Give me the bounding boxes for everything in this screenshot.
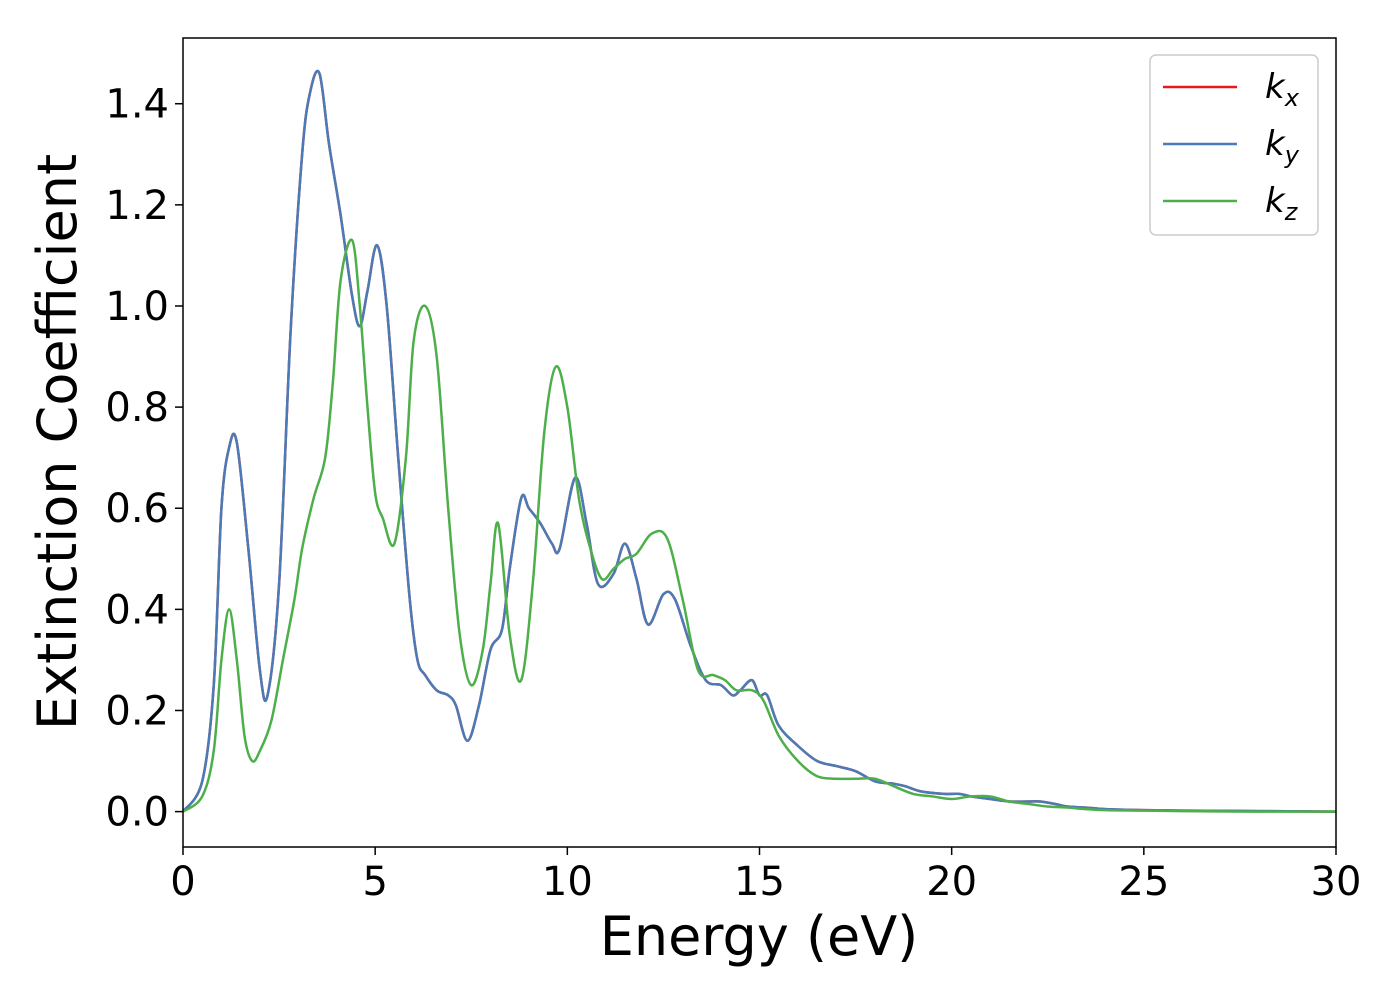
x-tick-label: 0 [170, 859, 195, 905]
x-tick-label: 15 [734, 859, 785, 905]
y-tick-label: 1.2 [105, 183, 169, 229]
x-tick-label: 10 [542, 859, 593, 905]
y-axis-label: Extinction Coefficient [26, 154, 89, 730]
y-tick-label: 0.4 [105, 587, 169, 633]
x-axis-label: Energy (eV) [600, 905, 919, 968]
x-tick-label: 20 [926, 859, 977, 905]
y-tick-label: 1.0 [105, 284, 169, 330]
y-tick-label: 0.2 [105, 688, 169, 734]
y-tick-label: 1.4 [105, 82, 169, 128]
series-line-z [183, 238, 1336, 813]
legend-label-x: kx [1265, 67, 1300, 112]
legend-label-z: kz [1265, 181, 1299, 226]
series-line-y [183, 69, 1336, 813]
legend-label-y: ky [1265, 124, 1300, 169]
x-tick-label: 30 [1311, 859, 1362, 905]
legend: kx ky kz [1149, 54, 1319, 236]
y-tick-label: 0.8 [105, 385, 169, 431]
y-tick-label: 0.6 [105, 486, 169, 532]
x-tick-label: 25 [1118, 859, 1169, 905]
x-tick-label: 5 [362, 859, 387, 905]
y-tick-label: 0.0 [105, 790, 169, 836]
